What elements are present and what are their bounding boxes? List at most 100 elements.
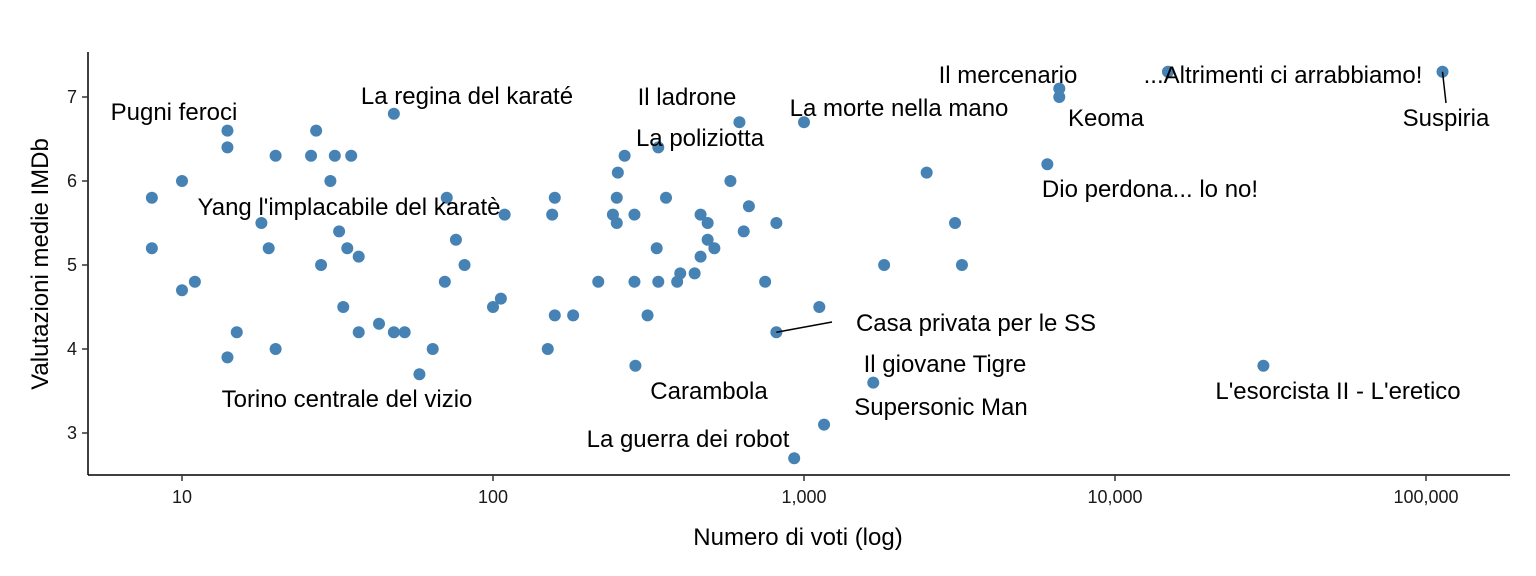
data-point — [920, 166, 933, 179]
x-tick-label: 100,000 — [1393, 487, 1458, 507]
data-point — [867, 376, 880, 389]
point-label: Il ladrone — [638, 84, 737, 111]
data-point — [610, 191, 623, 204]
y-tick-label: 7 — [67, 87, 77, 107]
data-point — [798, 116, 810, 129]
data-point — [652, 141, 665, 154]
data-point — [398, 326, 411, 339]
y-tick-label: 5 — [67, 255, 77, 275]
data-point — [650, 242, 663, 255]
point-label: Keoma — [1068, 105, 1145, 132]
y-tick-label: 6 — [67, 171, 77, 191]
data-point — [373, 317, 386, 330]
point-label: L'esorcista II - L'eretico — [1215, 378, 1460, 405]
data-point — [541, 343, 554, 355]
data-point — [628, 275, 641, 288]
data-point — [269, 149, 282, 162]
data-point — [498, 208, 511, 221]
data-point — [337, 301, 350, 313]
point-label: Pugni feroci — [111, 99, 238, 126]
label-segment — [1441, 71, 1447, 104]
data-point — [176, 175, 188, 187]
x-axis-title: Numero di voti (log) — [693, 524, 902, 551]
data-point — [328, 149, 341, 162]
point-label: Supersonic Man — [854, 394, 1027, 421]
x-tick-label: 10,000 — [1087, 487, 1142, 507]
point-label: Il mercenario — [939, 62, 1078, 89]
data-point — [567, 309, 580, 322]
data-point — [262, 242, 275, 255]
x-tick-label: 100 — [478, 487, 508, 507]
data-point — [628, 208, 641, 221]
y-axis-title: Valutazioni medie IMDb — [27, 138, 54, 390]
point-label: La regina del karaté — [361, 83, 573, 110]
point-label: Casa privata per le SS — [856, 310, 1096, 337]
data-point — [449, 233, 462, 246]
point-label: La morte nella mano — [790, 95, 1009, 122]
data-point — [387, 326, 400, 339]
data-point — [641, 309, 654, 322]
data-point — [269, 343, 282, 355]
data-point — [611, 166, 624, 179]
y-tick-label: 4 — [67, 339, 77, 359]
data-point — [345, 149, 358, 162]
data-point — [176, 284, 188, 297]
x-tick-label: 10 — [172, 487, 192, 507]
data-point — [1161, 65, 1174, 78]
data-point — [546, 208, 559, 221]
data-point — [333, 225, 346, 238]
data-point — [487, 301, 499, 313]
data-point — [955, 259, 968, 271]
data-point — [188, 275, 201, 288]
data-point — [742, 200, 755, 213]
data-point — [305, 149, 318, 162]
data-point — [733, 116, 746, 129]
data-point — [341, 242, 354, 255]
data-point — [592, 275, 605, 288]
label-segment — [776, 321, 833, 333]
data-point — [324, 175, 337, 187]
data-point — [310, 124, 323, 137]
data-point — [1041, 158, 1054, 171]
data-point — [813, 301, 826, 313]
point-label: Suspiria — [1403, 105, 1490, 132]
data-point — [255, 217, 268, 229]
data-point — [708, 242, 721, 255]
data-point — [652, 275, 665, 288]
point-label: Il giovane Tigre — [864, 351, 1027, 378]
point-label: Torino centrale del vizio — [222, 386, 473, 413]
data-point — [352, 326, 365, 339]
data-point — [724, 175, 737, 187]
data-point — [674, 267, 687, 280]
point-label: La poliziotta — [636, 125, 765, 152]
data-point — [230, 326, 243, 339]
data-point — [440, 191, 453, 204]
data-point — [878, 259, 891, 271]
data-point — [221, 124, 234, 137]
data-point — [701, 233, 714, 246]
data-point — [145, 242, 158, 255]
data-point — [701, 217, 714, 229]
point-label: ...Altrimenti ci arrabbiamo! — [1144, 62, 1423, 89]
data-point — [1053, 91, 1066, 103]
data-point — [494, 292, 507, 305]
point-label: La guerra dei robot — [587, 426, 790, 453]
data-point — [413, 368, 426, 381]
data-point — [1257, 359, 1270, 372]
data-point — [694, 208, 707, 221]
ticks-layer: 10 100 1,000 10,000 100,000 3 4 5 6 7 — [67, 87, 1459, 507]
y-tick-label: 3 — [67, 423, 77, 443]
data-point — [759, 275, 772, 288]
data-point — [788, 452, 801, 465]
data-point — [688, 267, 701, 280]
data-point — [387, 107, 400, 120]
data-point — [770, 217, 783, 229]
data-point — [949, 217, 962, 229]
data-point — [426, 343, 439, 355]
data-point — [610, 217, 623, 229]
x-tick-label: 1,000 — [781, 487, 826, 507]
point-label: Yang l'implacabile del karatè — [198, 194, 501, 221]
labels-layer: Pugni feroci La regina del karaté Torino c… — [111, 62, 1490, 453]
point-label: Dio perdona... lo no! — [1042, 176, 1258, 203]
